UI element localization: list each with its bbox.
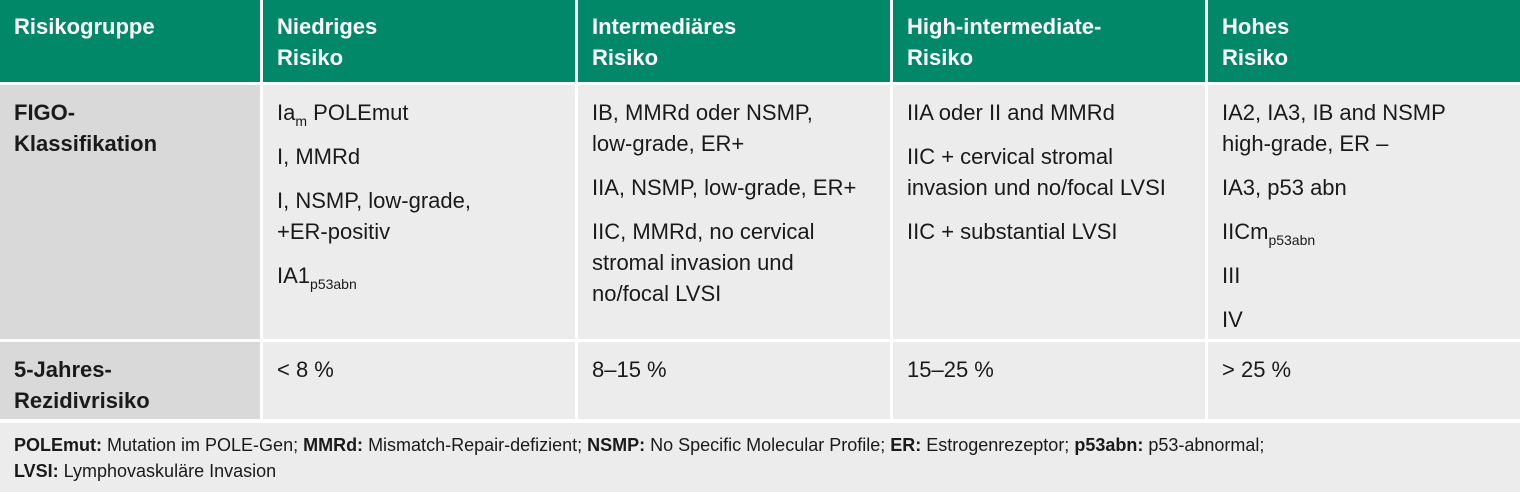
header-text: Risiko xyxy=(277,45,344,70)
figo-intermediate-cell: IB, MMRd oder NSMP, low-grade, ER+ IIA, … xyxy=(578,85,890,339)
header-text: Hohes xyxy=(1222,14,1290,39)
figo-entry: IA3, p53 abn xyxy=(1222,172,1506,203)
footnote-definition: Mutation im POLE-Gen; xyxy=(102,435,304,455)
footnote-term: LVSI: xyxy=(14,461,59,481)
row-label-text: Klassifikation xyxy=(14,131,158,156)
figo-entry: I, MMRd xyxy=(277,141,561,172)
entry-text: +ER-positiv xyxy=(277,219,391,244)
figo-low-cell: Iam POLEmut I, MMRd I, NSMP, low-grade, … xyxy=(263,85,575,339)
footnote-definition: p53-abnormal; xyxy=(1143,435,1265,455)
footnote-definition: Estrogenrezeptor; xyxy=(921,435,1075,455)
entry-text: IIC, MMRd, no cervical xyxy=(592,219,815,244)
row-label-text: FIGO- xyxy=(14,100,76,125)
entry-text: IV xyxy=(1222,307,1243,332)
recurrence-value: 15–25 % xyxy=(907,357,994,382)
header-high-risk: Hohes Risiko xyxy=(1208,0,1520,82)
figo-entry: IICmp53abn xyxy=(1222,216,1506,247)
entry-text: IICm xyxy=(1222,219,1269,244)
figo-entry: IB, MMRd oder NSMP, low-grade, ER+ xyxy=(592,97,876,159)
figo-entry: IIC, MMRd, no cervical stromal invasion … xyxy=(592,216,876,309)
recurrence-high-intermediate-cell: 15–25 % xyxy=(893,342,1205,419)
entry-text: no/focal LVSI xyxy=(592,281,722,306)
header-text: Niedriges xyxy=(277,14,378,39)
entry-text: IIA oder II and MMRd xyxy=(907,100,1115,125)
recurrence-low-cell: < 8 % xyxy=(263,342,575,419)
row-label-text: 5-Jahres- xyxy=(14,357,112,382)
figo-high-intermediate-cell: IIA oder II and MMRd IIC + cervical stro… xyxy=(893,85,1205,339)
recurrence-high-cell: > 25 % xyxy=(1208,342,1520,419)
figo-entry: IIA oder II and MMRd xyxy=(907,97,1191,128)
header-text: Risiko xyxy=(907,45,974,70)
entry-subscript: p53abn xyxy=(1268,232,1316,248)
entry-text: I, MMRd xyxy=(277,144,361,169)
footnote-definition: Mismatch-Repair-defizient; xyxy=(363,435,588,455)
entry-text: Ia xyxy=(277,100,296,125)
footnote-definition: Lymphovaskuläre Invasion xyxy=(58,461,277,481)
recurrence-value: > 25 % xyxy=(1222,357,1292,382)
entry-text: IA1 xyxy=(277,263,311,288)
header-text: Risiko xyxy=(592,45,659,70)
recurrence-value: 8–15 % xyxy=(592,357,667,382)
entry-text: I, NSMP, low-grade, xyxy=(277,188,472,213)
risk-table: Risikogruppe Niedriges Risiko Intermediä… xyxy=(0,0,1520,419)
figo-entry: IV xyxy=(1222,304,1506,335)
entry-text: POLEmut xyxy=(307,100,409,125)
figo-entry: III xyxy=(1222,260,1506,291)
entry-text: low-grade, ER+ xyxy=(592,131,745,156)
header-text: Risikogruppe xyxy=(14,14,155,39)
header-text: High-intermediate- xyxy=(907,14,1102,39)
figo-entry: I, NSMP, low-grade, +ER-positiv xyxy=(277,185,561,247)
figo-high-cell: IA2, IA3, IB and NSMP high-grade, ER – I… xyxy=(1208,85,1520,339)
footnote-term: p53abn: xyxy=(1074,435,1144,455)
figo-entry: IA1p53abn xyxy=(277,260,561,291)
footnote-term: NSMP: xyxy=(587,435,646,455)
entry-text: IA2, IA3, IB and NSMP xyxy=(1222,100,1446,125)
row-label-recurrence: 5-Jahres- Rezidivrisiko xyxy=(0,342,260,419)
figo-entry: IA2, IA3, IB and NSMP high-grade, ER – xyxy=(1222,97,1506,159)
entry-text: IIC + substantial LVSI xyxy=(907,219,1118,244)
header-high-intermediate-risk: High-intermediate- Risiko xyxy=(893,0,1205,82)
entry-text: invasion und no/focal LVSI xyxy=(907,175,1166,200)
recurrence-value: < 8 % xyxy=(277,357,334,382)
entry-text: stromal invasion und xyxy=(592,250,794,275)
entry-text: IA3, p53 abn xyxy=(1222,175,1347,200)
entry-subscript: p53abn xyxy=(310,276,357,292)
figo-entry: Iam POLEmut xyxy=(277,97,561,128)
entry-text: III xyxy=(1222,263,1241,288)
header-risikogruppe: Risikogruppe xyxy=(0,0,260,82)
header-text: Intermediäres xyxy=(592,14,737,39)
entry-text: high-grade, ER – xyxy=(1222,131,1389,156)
entry-text: IIC + cervical stromal xyxy=(907,144,1113,169)
figo-entry: IIA, NSMP, low-grade, ER+ xyxy=(592,172,876,203)
footnote-term: MMRd: xyxy=(303,435,364,455)
row-label-figo: FIGO- Klassifikation xyxy=(0,85,260,339)
footnote-definition: No Specific Molecular Profile; xyxy=(645,435,891,455)
footnote-term: ER: xyxy=(890,435,922,455)
figo-entry: IIC + cervical stromal invasion und no/f… xyxy=(907,141,1191,203)
entry-text: IB, MMRd oder NSMP, xyxy=(592,100,813,125)
footnote-term: POLEmut: xyxy=(14,435,102,455)
recurrence-intermediate-cell: 8–15 % xyxy=(578,342,890,419)
row-label-text: Rezidivrisiko xyxy=(14,388,150,413)
header-text: Risiko xyxy=(1222,45,1289,70)
footnote: POLEmut: Mutation im POLE-Gen; MMRd: Mis… xyxy=(0,423,1520,492)
entry-text: IIA, NSMP, low-grade, ER+ xyxy=(592,175,857,200)
figo-entry: IIC + substantial LVSI xyxy=(907,216,1191,247)
entry-subscript: m xyxy=(295,113,308,129)
header-intermediate-risk: Intermediäres Risiko xyxy=(578,0,890,82)
header-low-risk: Niedriges Risiko xyxy=(263,0,575,82)
